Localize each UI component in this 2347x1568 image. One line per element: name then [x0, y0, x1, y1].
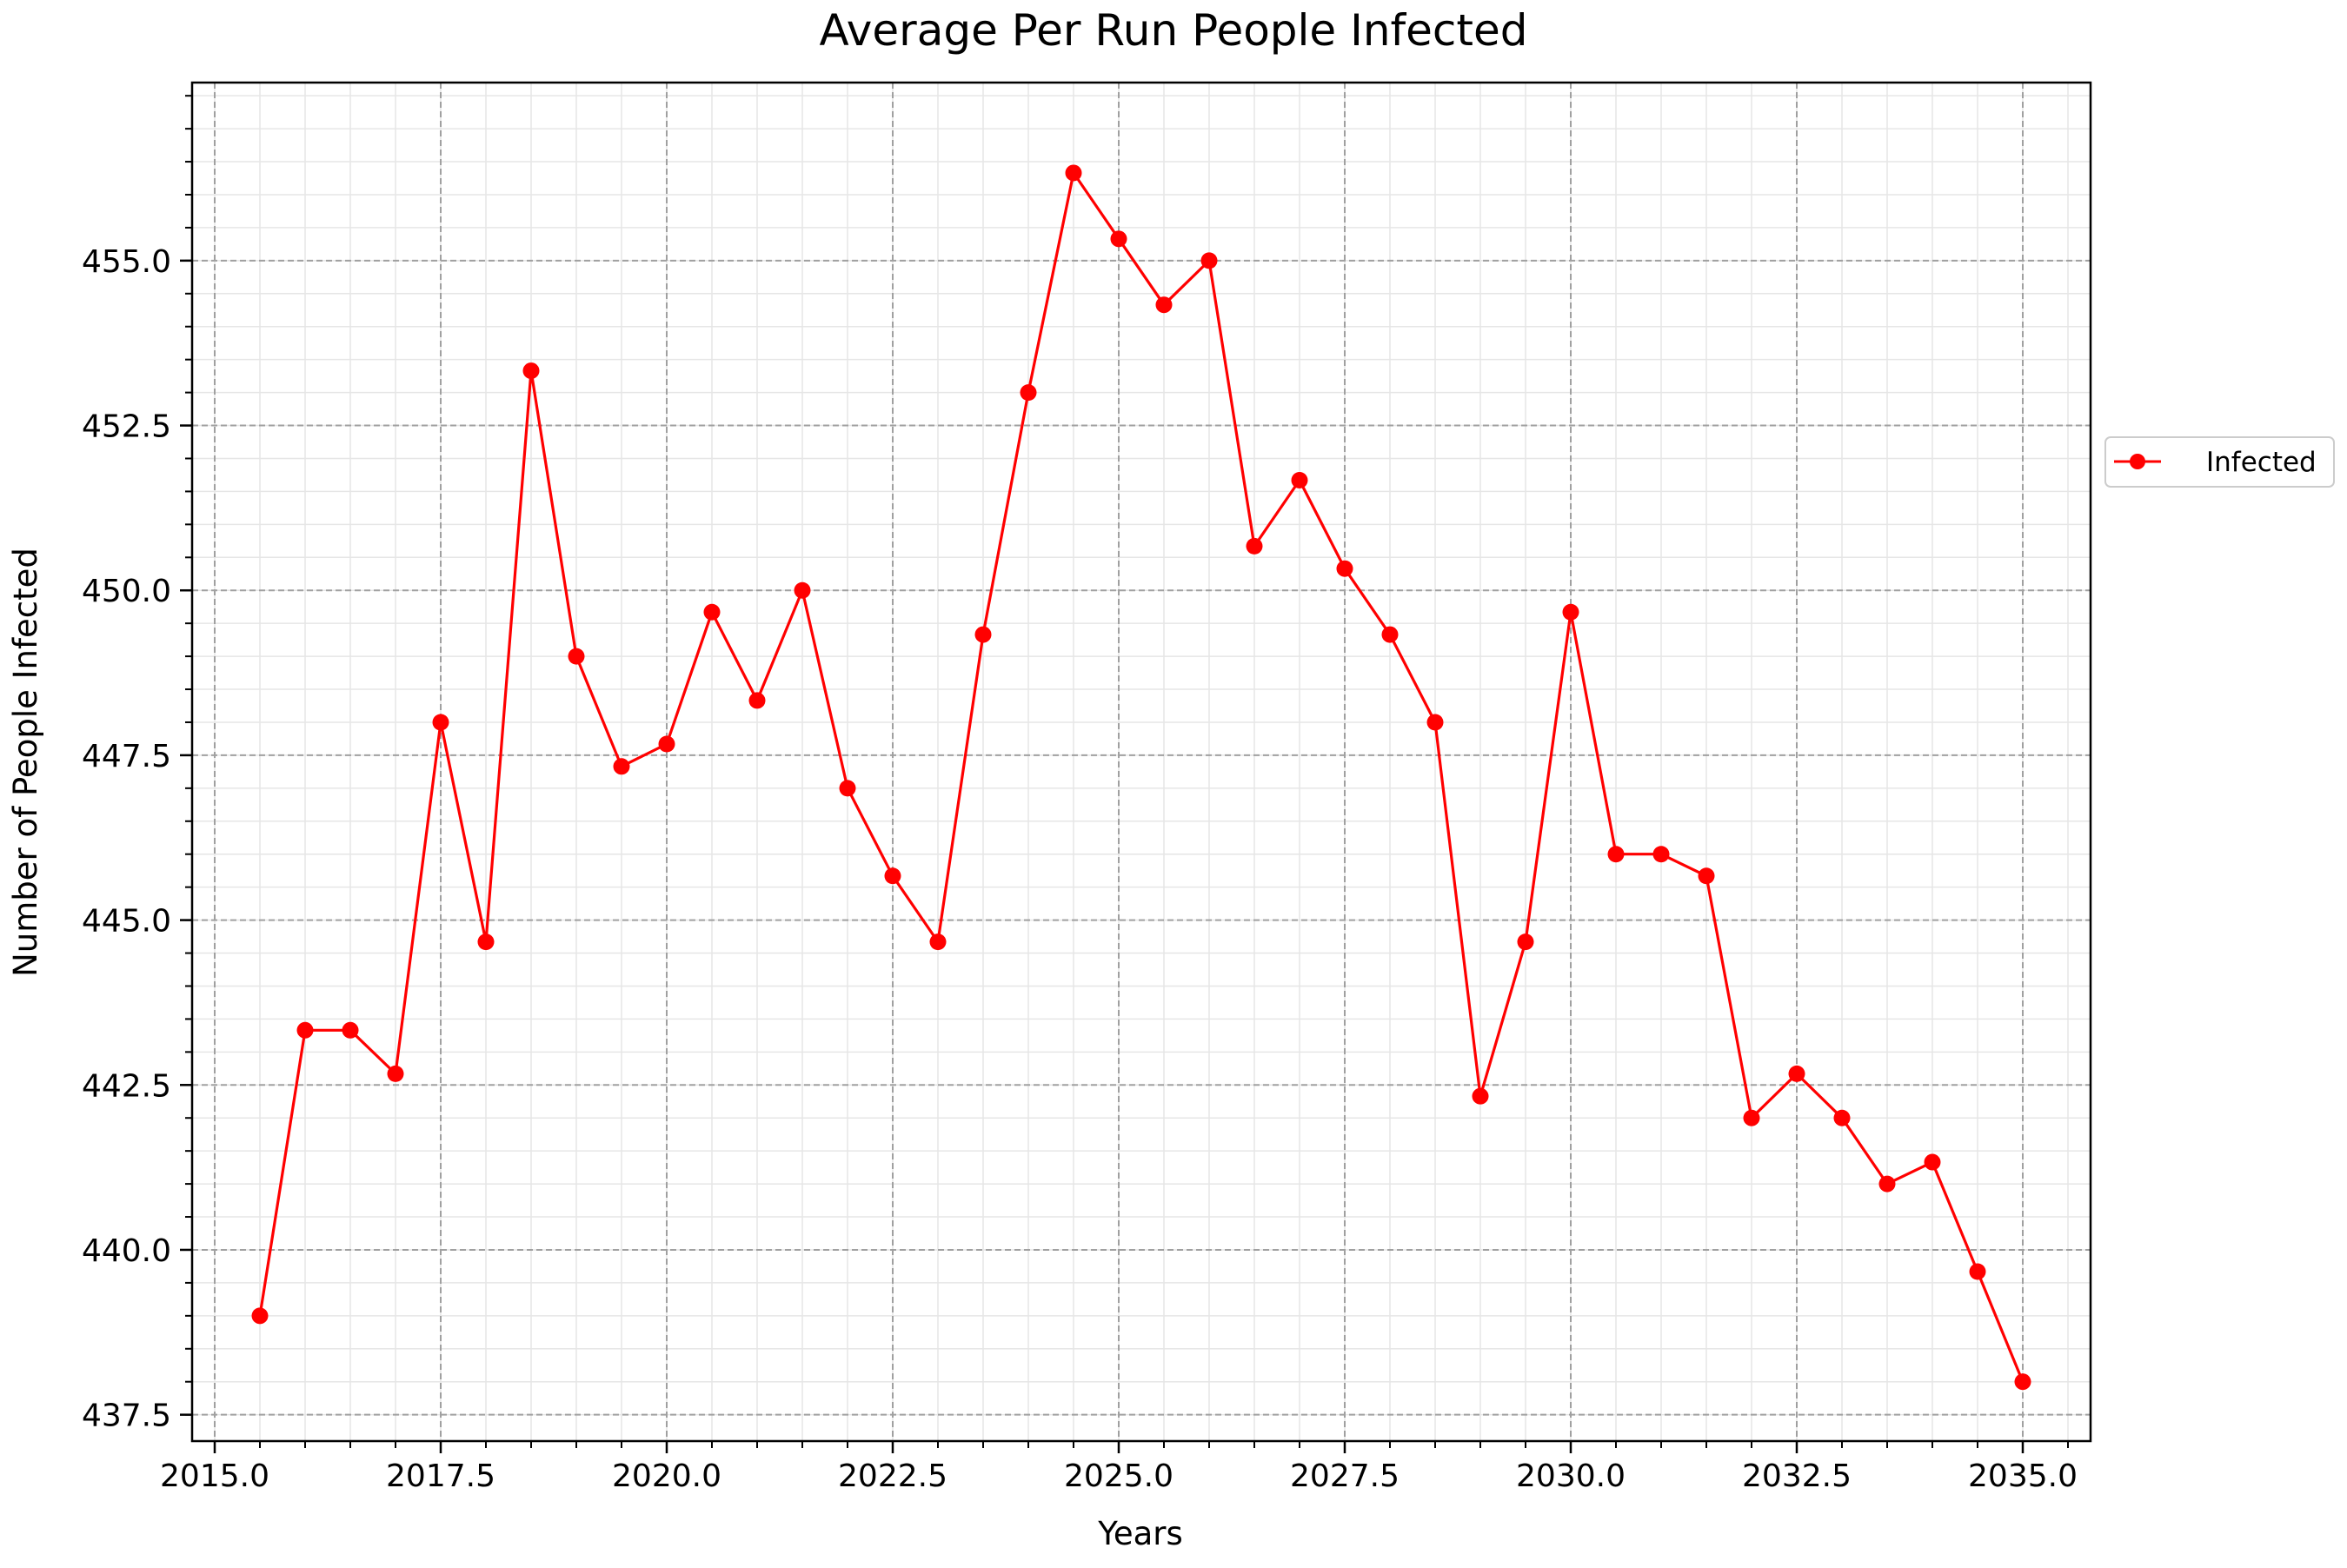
- data-point: [1969, 1263, 1986, 1280]
- legend: Infected: [2104, 436, 2335, 488]
- data-point: [251, 1307, 269, 1325]
- data-point: [839, 780, 856, 797]
- y-tick-label: 450.0: [82, 574, 171, 609]
- plot-area-frame: [190, 81, 2092, 1443]
- data-point: [477, 933, 495, 951]
- data-point: [522, 362, 540, 380]
- x-tick-label: 2032.5: [1742, 1458, 1852, 1494]
- data-point: [1110, 230, 1127, 248]
- x-tick-label: 2030.0: [1516, 1458, 1626, 1494]
- y-axis-label: Number of People Infected: [7, 548, 44, 977]
- data-point: [342, 1021, 359, 1039]
- y-tick-label: 447.5: [82, 739, 171, 774]
- chart-title: Average Per Run People Infected: [820, 5, 1528, 56]
- series-line-infected: [258, 171, 2025, 1383]
- x-tick-label: 2035.0: [1968, 1458, 2078, 1494]
- data-point: [1155, 296, 1173, 314]
- data-point: [703, 603, 721, 621]
- y-tick-label: 455.0: [82, 244, 171, 280]
- data-point: [1517, 933, 1534, 951]
- data-point: [1065, 164, 1082, 182]
- data-point: [794, 581, 811, 599]
- data-point: [1472, 1087, 1489, 1105]
- data-point: [613, 758, 630, 775]
- data-point: [1652, 846, 1670, 863]
- data-point: [658, 735, 675, 753]
- x-tick-label: 2020.0: [612, 1458, 721, 1494]
- y-tick-label: 437.5: [82, 1399, 171, 1434]
- data-point: [1381, 626, 1399, 643]
- data-point: [1426, 714, 1444, 731]
- data-point: [432, 714, 449, 731]
- data-point: [1200, 252, 1218, 269]
- data-point: [1291, 472, 1308, 489]
- data-point: [1336, 560, 1353, 577]
- data-point: [929, 933, 947, 951]
- x-axis-label: Years: [1097, 1515, 1183, 1552]
- x-tick-label: 2017.5: [386, 1458, 495, 1494]
- legend-marker-swatch: [2130, 454, 2145, 469]
- x-tick-label: 2015.0: [160, 1458, 269, 1494]
- data-point: [1020, 384, 1037, 402]
- y-tick-label: 445.0: [82, 904, 171, 940]
- data-point: [1788, 1065, 1805, 1082]
- data-point: [974, 626, 992, 643]
- legend-box: [2104, 436, 2335, 488]
- data-point: [568, 648, 585, 665]
- data-point: [1743, 1109, 1760, 1126]
- data-point: [1924, 1153, 1941, 1171]
- data-point: [884, 867, 901, 885]
- data-point: [748, 692, 766, 709]
- data-point: [1246, 537, 1263, 555]
- data-point: [387, 1065, 404, 1082]
- data-point: [1607, 846, 1625, 863]
- data-point: [1833, 1109, 1851, 1126]
- data-point: [1698, 867, 1715, 885]
- data-point: [2014, 1373, 2031, 1391]
- data-point: [1562, 603, 1579, 621]
- data-point: [1878, 1175, 1896, 1193]
- x-tick-label: 2027.5: [1290, 1458, 1400, 1494]
- y-tick-label: 442.5: [82, 1068, 171, 1104]
- x-tick-label: 2022.5: [838, 1458, 947, 1494]
- data-point: [296, 1021, 314, 1039]
- x-tick-label: 2025.0: [1064, 1458, 1174, 1494]
- y-tick-label: 440.0: [82, 1233, 171, 1269]
- legend-entry-infected: Infected: [2206, 447, 2317, 478]
- y-tick-label: 452.5: [82, 409, 171, 445]
